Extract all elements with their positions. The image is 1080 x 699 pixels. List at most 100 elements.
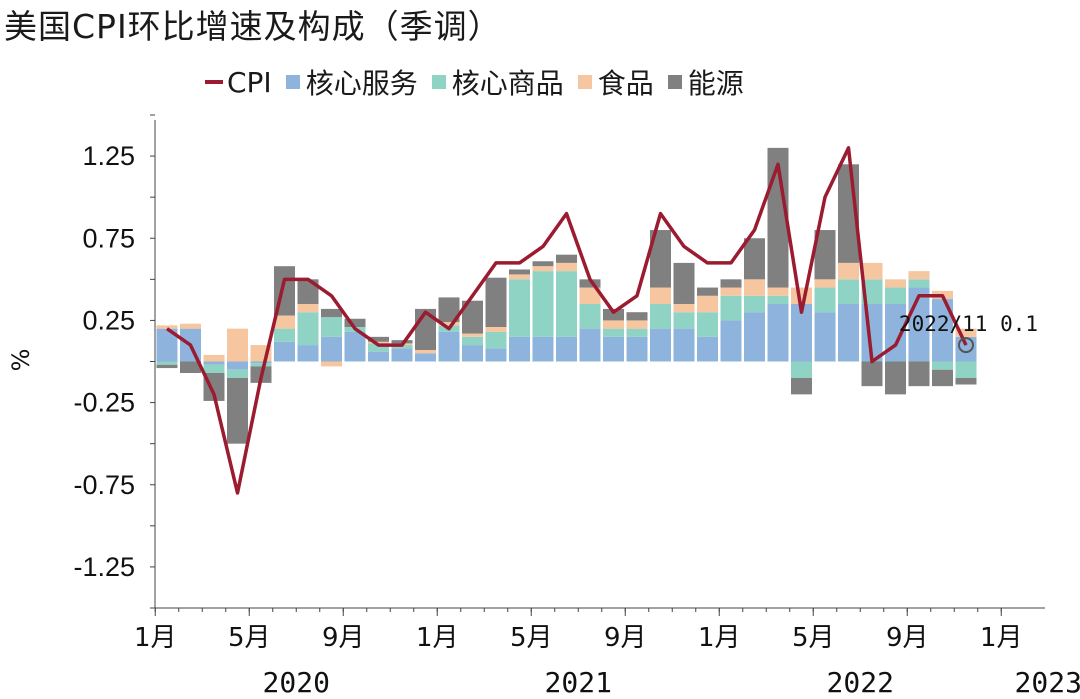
bar-1-2020/11 bbox=[391, 348, 413, 362]
bar-1-2020/12 bbox=[415, 353, 436, 362]
legend-label: 核心服务 bbox=[305, 67, 418, 100]
bar-3-2021/02 bbox=[462, 333, 483, 337]
bar-4-2021/12 bbox=[697, 287, 718, 296]
bar-4-2020/09 bbox=[344, 318, 366, 327]
year-label: 2020 bbox=[263, 666, 330, 699]
bar-1-2022/05 bbox=[814, 312, 836, 362]
bar-1-2022/10 bbox=[932, 299, 953, 362]
bar-4-2022/08 bbox=[885, 361, 906, 395]
bar-4-2020/11 bbox=[391, 340, 413, 344]
bar-4-2022/05 bbox=[814, 230, 836, 280]
bar-4-2022/02 bbox=[744, 238, 765, 280]
bar-3-2022/06 bbox=[838, 262, 859, 280]
bar-2-2021/05 bbox=[532, 271, 554, 337]
y-tick-label: -1.25 bbox=[73, 552, 135, 582]
y-axis-label: % bbox=[7, 349, 35, 372]
bar-4-2022/01 bbox=[720, 279, 742, 288]
legend-item-3: 核心商品 bbox=[431, 62, 564, 102]
x-tick-label: 1月 bbox=[698, 623, 741, 653]
y-tick-label: 0.75 bbox=[82, 223, 135, 253]
bar-1-2022/11 bbox=[955, 336, 977, 362]
bar-2-2022/02 bbox=[744, 295, 765, 313]
bar-2-2020/10 bbox=[368, 343, 389, 352]
legend-item-4: 食品 bbox=[577, 62, 654, 102]
legend-swatch bbox=[205, 80, 223, 84]
bar-4-2020/04 bbox=[227, 377, 248, 444]
bar-1-2021/04 bbox=[509, 336, 530, 362]
bar-2-2020/01 bbox=[156, 361, 178, 365]
bar-3-2021/04 bbox=[509, 274, 530, 280]
year-label: 2021 bbox=[545, 666, 612, 699]
year-label: 2023 bbox=[1015, 666, 1080, 699]
x-tick-label: 1月 bbox=[134, 623, 177, 653]
bar-1-2022/03 bbox=[767, 303, 789, 362]
bar-4-2021/06 bbox=[556, 254, 577, 263]
bar-1-2021/05 bbox=[532, 336, 554, 362]
bar-2-2022/09 bbox=[908, 279, 930, 288]
x-tick-label: 9月 bbox=[604, 623, 647, 653]
y-tick-label: 1.25 bbox=[82, 141, 135, 171]
bar-3-2021/09 bbox=[626, 320, 648, 329]
bar-4-2021/10 bbox=[650, 230, 671, 288]
bar-1-2020/05 bbox=[250, 361, 272, 364]
bar-2-2021/02 bbox=[462, 336, 483, 346]
bar-2-2020/07 bbox=[297, 312, 319, 346]
bar-3-2022/11 bbox=[955, 328, 977, 337]
bar-4-2020/01 bbox=[156, 364, 178, 369]
bar-3-2022/02 bbox=[744, 279, 765, 296]
bar-2-2022/06 bbox=[838, 279, 859, 304]
x-tick-label: 5月 bbox=[510, 623, 553, 653]
bar-3-2022/09 bbox=[908, 271, 930, 280]
legend-swatch bbox=[431, 75, 446, 89]
bar-3-2021/12 bbox=[697, 295, 718, 313]
bar-2-2020/08 bbox=[321, 317, 342, 337]
legend-swatch bbox=[667, 75, 682, 89]
bar-4-2021/05 bbox=[532, 261, 554, 267]
bar-1-2021/08 bbox=[603, 336, 624, 362]
bar-1-2021/12 bbox=[697, 336, 718, 362]
legend-item-2: 核心服务 bbox=[285, 62, 418, 102]
bar-4-2021/07 bbox=[579, 279, 601, 288]
bar-2-2021/11 bbox=[673, 312, 695, 329]
bar-1-2021/11 bbox=[673, 328, 695, 362]
bar-3-2020/01 bbox=[156, 325, 178, 329]
bar-4-2021/03 bbox=[485, 277, 507, 327]
bar-2-2021/04 bbox=[509, 279, 530, 337]
y-tick-label: -0.75 bbox=[73, 470, 135, 500]
bar-4-2021/09 bbox=[626, 312, 648, 321]
bar-1-2020/04 bbox=[227, 361, 248, 370]
bar-4-2020/02 bbox=[180, 361, 201, 374]
bar-3-2020/12 bbox=[415, 349, 436, 354]
bar-3-2020/03 bbox=[203, 354, 225, 362]
bar-4-2021/04 bbox=[509, 269, 530, 275]
bar-1-2021/09 bbox=[626, 336, 648, 362]
bar-4-2020/08 bbox=[321, 308, 342, 318]
bar-4-2021/01 bbox=[438, 297, 460, 323]
bar-4-2020/07 bbox=[297, 279, 319, 304]
y-tick-label: -0.25 bbox=[73, 388, 135, 418]
bar-2-2020/04 bbox=[227, 369, 248, 378]
bar-4-2022/09 bbox=[908, 361, 930, 387]
bar-3-2021/03 bbox=[485, 326, 507, 332]
bar-3-2022/05 bbox=[814, 279, 836, 288]
bar-1-2020/01 bbox=[156, 328, 178, 362]
x-tick-label: 9月 bbox=[886, 623, 929, 653]
bar-3-2020/04 bbox=[227, 328, 248, 362]
bar-1-2022/02 bbox=[744, 312, 765, 362]
bar-1-2022/04 bbox=[791, 303, 812, 362]
bar-1-2022/06 bbox=[838, 303, 859, 362]
x-tick-label: 1月 bbox=[980, 623, 1023, 653]
bar-3-2020/10 bbox=[368, 341, 389, 344]
bar-3-2020/02 bbox=[180, 323, 201, 329]
bar-4-2020/10 bbox=[368, 336, 389, 342]
bar-2-2021/12 bbox=[697, 312, 718, 337]
bar-4-2022/07 bbox=[861, 361, 883, 387]
bar-2-2021/08 bbox=[603, 328, 624, 337]
bar-3-2021/05 bbox=[532, 266, 554, 272]
bar-3-2022/07 bbox=[861, 262, 883, 280]
legend-label: 能源 bbox=[687, 67, 744, 100]
bar-1-2021/06 bbox=[556, 336, 577, 362]
bar-1-2020/08 bbox=[321, 336, 342, 362]
x-tick-label: 9月 bbox=[322, 623, 365, 653]
bar-2-2022/08 bbox=[885, 287, 906, 304]
